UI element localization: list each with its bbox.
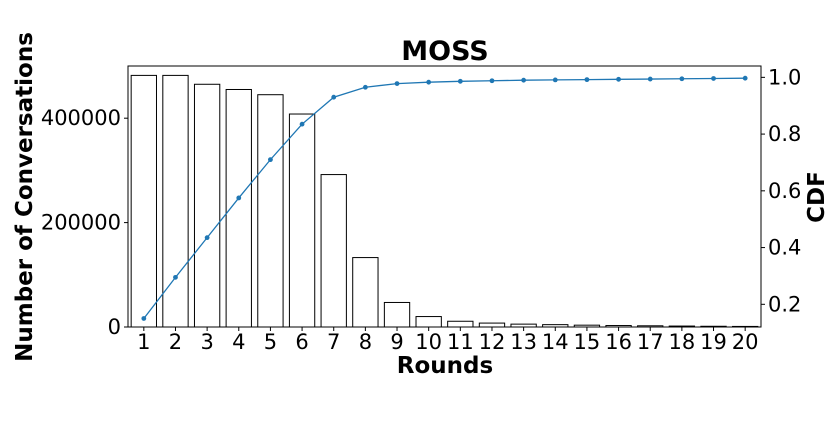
bar-round-6 — [288, 113, 316, 328]
cdf-point-16 — [616, 76, 621, 82]
cdf-point-7 — [331, 94, 337, 100]
x-tick-label: 20 — [732, 330, 759, 354]
cdf-point-15 — [584, 77, 590, 83]
cdf-point-19 — [711, 76, 716, 81]
y2-tick-label: 1.0 — [768, 65, 801, 89]
x-tick-label: 11 — [447, 330, 474, 354]
y-tick-label: 200000 — [41, 211, 121, 235]
cdf-point-12 — [489, 78, 495, 84]
cdf-point-2 — [173, 274, 178, 280]
bar-round-7 — [320, 174, 347, 328]
x-tick-label: 4 — [232, 330, 245, 354]
bar-round-5 — [257, 94, 284, 328]
bar-round-11 — [447, 320, 474, 328]
y-axis-ticks: 0 200000 400000 — [41, 106, 128, 339]
x-tick-label: 10 — [415, 330, 442, 354]
x-axis-label: Rounds — [397, 353, 493, 379]
bar-round-9 — [383, 301, 411, 328]
y2-tick-label: 0.4 — [768, 236, 801, 260]
y2-axis-label: CDF — [804, 171, 830, 223]
cdf-point-8 — [362, 84, 368, 90]
bars-group — [130, 74, 759, 328]
cdf-point-10 — [426, 79, 432, 85]
bar-round-10 — [415, 316, 442, 328]
y2-tick-label: 0.6 — [768, 179, 801, 203]
cdf-point-17 — [647, 76, 653, 82]
x-tick-label: 2 — [169, 330, 182, 354]
x-tick-label: 14 — [542, 330, 569, 354]
chart-title: MOSS — [401, 36, 489, 67]
cdf-point-4 — [236, 195, 242, 201]
x-tick-label: 7 — [327, 330, 340, 354]
x-tick-label: 1 — [137, 330, 150, 354]
bar-round-8 — [352, 257, 379, 328]
x-tick-label: 15 — [574, 330, 601, 354]
bar-round-12 — [478, 322, 506, 328]
cdf-point-18 — [679, 76, 685, 82]
cdf-point-6 — [299, 121, 305, 127]
y2-axis-ticks: 0.2 0.4 0.6 0.8 1.0 — [761, 65, 801, 316]
x-tick-label: 12 — [479, 330, 506, 354]
x-tick-label: 6 — [295, 330, 308, 354]
plot-frame — [127, 65, 762, 328]
y-axis-label: Number of Conversations — [12, 32, 38, 362]
x-tick-label: 13 — [510, 330, 537, 354]
cdf-point-3 — [204, 235, 210, 241]
y-tick-label: 400000 — [41, 106, 121, 130]
x-tick-label: 17 — [637, 330, 664, 354]
bar-round-1 — [130, 74, 157, 328]
cdf-line — [143, 77, 746, 319]
x-tick-label: 9 — [390, 330, 403, 354]
bar-round-2 — [162, 74, 189, 328]
x-tick-label: 19 — [700, 330, 727, 354]
cdf-point-11 — [457, 78, 463, 84]
x-tick-label: 3 — [200, 330, 213, 354]
x-tick-label: 8 — [359, 330, 372, 354]
cdf-point-20 — [742, 75, 748, 81]
cdf-point-13 — [521, 77, 527, 83]
bar-round-3 — [193, 83, 221, 328]
y-tick-label: 0 — [108, 315, 121, 339]
cdf-point-5 — [268, 157, 273, 163]
cdf-point-9 — [394, 81, 400, 86]
cdf-point-14 — [552, 77, 558, 83]
cdf-line-group — [141, 75, 748, 321]
x-tick-label: 18 — [669, 330, 696, 354]
y2-tick-label: 0.8 — [768, 122, 801, 146]
x-tick-label: 5 — [264, 330, 277, 354]
y2-tick-label: 0.2 — [768, 292, 801, 316]
x-tick-label: 16 — [605, 330, 632, 354]
cdf-point-1 — [141, 316, 147, 321]
x-axis-ticks: 1 2 3 4 5 6 7 8 9 10 11 12 13 14 15 16 17 18 19 20 — [137, 327, 759, 354]
